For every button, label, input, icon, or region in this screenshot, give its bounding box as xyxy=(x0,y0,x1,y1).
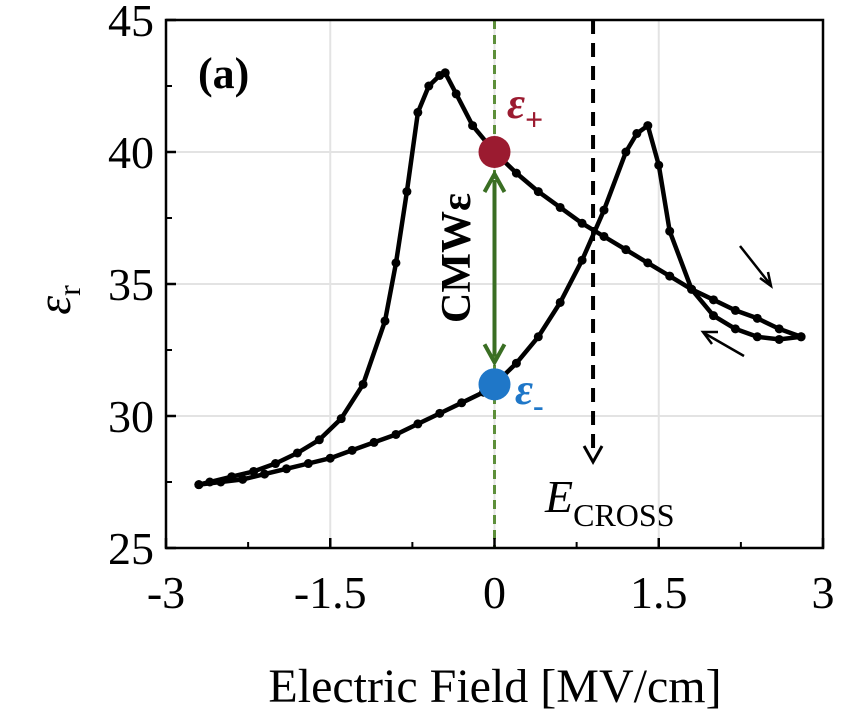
data-point xyxy=(752,313,762,323)
data-point xyxy=(621,245,631,255)
data-point xyxy=(665,271,675,281)
eps-plus-label: ε+ xyxy=(507,79,543,137)
sweep-arrow-down-shaft xyxy=(739,245,771,285)
data-point xyxy=(599,205,609,215)
data-point xyxy=(402,187,412,197)
data-point xyxy=(533,332,543,342)
cmw-arrowhead-down xyxy=(482,343,507,367)
sweep-arrow-up-shaft xyxy=(703,331,745,358)
data-point xyxy=(292,448,302,458)
y-tick-label: 40 xyxy=(108,127,154,178)
svg-text:εr: εr xyxy=(28,285,87,315)
data-point xyxy=(577,255,587,265)
eps-plus-marker xyxy=(478,136,511,168)
data-point xyxy=(435,70,445,80)
data-point xyxy=(599,231,609,241)
data-point xyxy=(303,459,313,469)
data-point xyxy=(380,316,390,326)
data-point xyxy=(451,89,461,99)
data-point xyxy=(435,408,445,418)
data-point xyxy=(314,435,324,445)
data-point xyxy=(271,459,280,469)
eps-minus-symbol: ε xyxy=(515,365,533,414)
data-point xyxy=(336,414,346,424)
annotation-layer xyxy=(478,136,773,401)
data-point xyxy=(424,81,434,91)
sweep-arrow-up-head xyxy=(700,330,718,345)
data-point xyxy=(216,477,226,487)
data-point xyxy=(391,258,401,268)
data-point xyxy=(325,453,335,463)
data-point xyxy=(632,129,642,139)
data-point xyxy=(730,305,740,315)
y-tick-label: 25 xyxy=(108,523,154,574)
data-point xyxy=(577,218,587,228)
data-point xyxy=(511,168,521,178)
data-point xyxy=(468,121,478,131)
cmw-label-group: CMWε xyxy=(434,193,480,323)
sweep-arrow-down-head xyxy=(759,271,773,289)
data-point xyxy=(643,121,653,131)
eps-plus-subscript: + xyxy=(525,101,543,137)
data-point xyxy=(774,334,784,344)
data-point xyxy=(511,358,521,368)
cmw-arrowhead-up xyxy=(482,169,507,193)
data-point xyxy=(796,332,806,342)
x-tick-label: 1.5 xyxy=(630,567,688,618)
x-axis-title: Electric Field [MV/cm] xyxy=(268,660,721,713)
y-tick-label: 30 xyxy=(108,391,154,442)
data-point xyxy=(347,445,357,455)
x-tick-label: 0 xyxy=(483,567,506,618)
panel-label: (a) xyxy=(198,49,249,98)
data-point xyxy=(194,480,204,490)
data-point xyxy=(774,324,784,334)
y-tick-label: 35 xyxy=(108,259,154,310)
data-point xyxy=(369,437,379,447)
x-tick-label: -3 xyxy=(147,567,185,618)
eps-minus-subscript: - xyxy=(533,387,544,423)
data-point xyxy=(730,324,740,334)
data-point xyxy=(391,429,401,439)
x-tick-label: -1.5 xyxy=(294,567,367,618)
y-axis-subscript: r xyxy=(51,285,87,296)
eps-minus-label: ε- xyxy=(515,365,544,423)
data-point xyxy=(643,258,653,268)
eps-minus-marker xyxy=(478,368,511,401)
data-point xyxy=(752,332,762,342)
y-axis-title: εr xyxy=(28,285,87,315)
cmw-label: CMWε xyxy=(434,193,480,323)
data-point xyxy=(238,474,248,484)
data-point xyxy=(281,464,291,474)
data-point xyxy=(457,398,467,408)
data-point xyxy=(358,379,368,389)
e-cross-subscript: CROSS xyxy=(573,497,674,533)
series-line-up-sweep xyxy=(198,123,802,487)
series-line-down-sweep xyxy=(198,70,802,487)
y-tick-label: 45 xyxy=(108,0,154,46)
x-tick-label: 3 xyxy=(812,567,835,618)
data-point xyxy=(260,469,270,479)
data-point xyxy=(413,419,423,429)
e-cross-symbol: E xyxy=(544,471,573,522)
data-point xyxy=(687,284,697,294)
data-point xyxy=(533,187,543,197)
data-point xyxy=(709,311,718,321)
data-point xyxy=(413,107,423,117)
e-cross-label: ECROSS xyxy=(544,471,675,533)
y-axis-symbol: ε xyxy=(28,296,81,315)
e-cross-arrowhead xyxy=(582,445,604,466)
data-point xyxy=(249,466,259,476)
axis-ticks: -3 -1.5 0 1.5 3 25 30 35 40 45 xyxy=(108,0,835,618)
data-point xyxy=(555,297,565,307)
data-point xyxy=(621,147,631,157)
data-point xyxy=(555,202,565,212)
data-point xyxy=(654,160,664,170)
eps-plus-symbol: ε xyxy=(507,79,525,128)
data-point xyxy=(665,226,675,236)
series-layer xyxy=(194,68,806,490)
data-point xyxy=(709,295,718,305)
